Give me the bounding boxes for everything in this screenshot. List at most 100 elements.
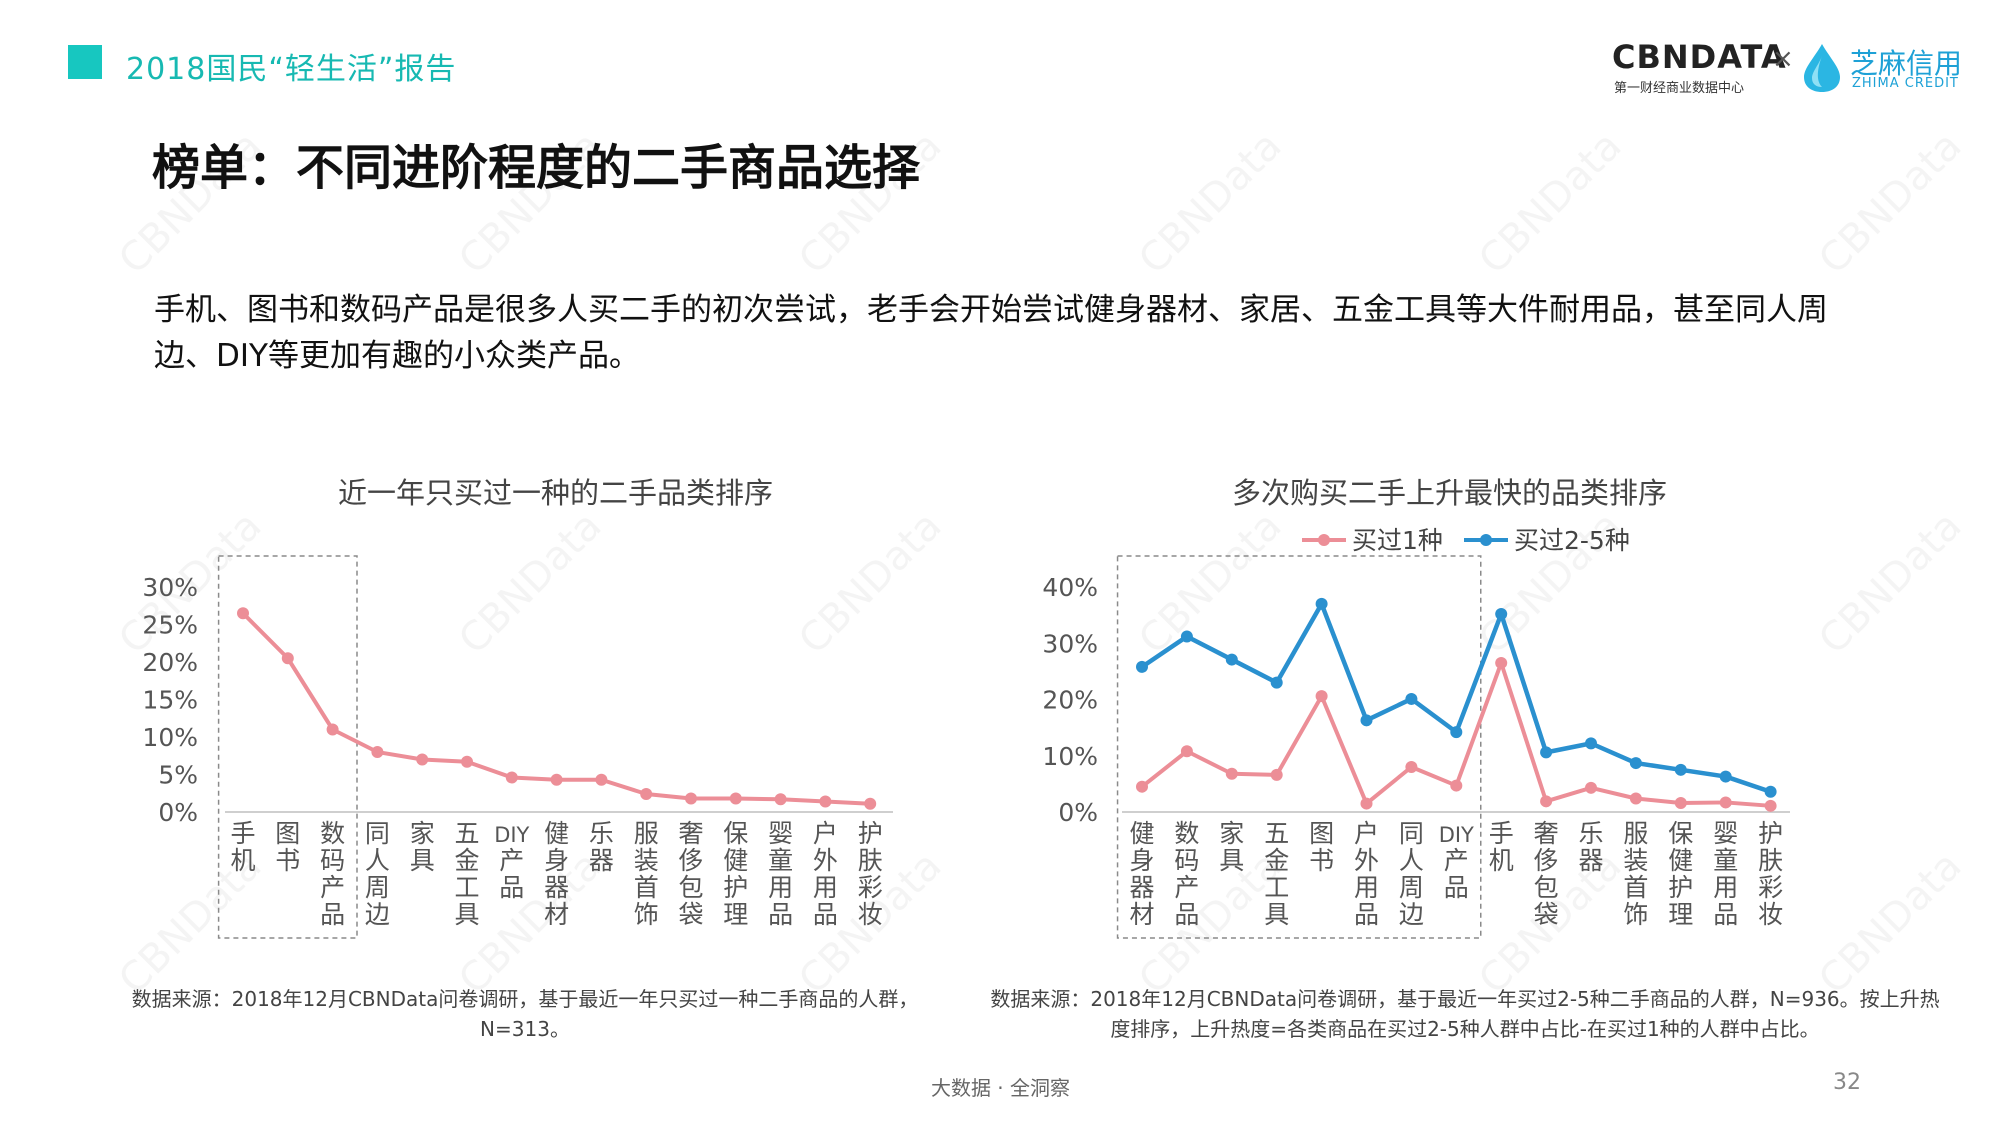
series-once-point [326, 723, 339, 736]
series-once-point [1629, 792, 1642, 805]
series-once-point [416, 753, 429, 766]
x-category-label: 服装首饰 [1623, 819, 1648, 929]
series-multi-point [1495, 608, 1508, 620]
series-once-point [1495, 656, 1508, 669]
zhima-credit-logo: 芝麻信用 [1850, 47, 1963, 80]
x-category-label: 图书 [275, 819, 300, 875]
x-category-label: 同人周边 [365, 819, 390, 929]
series-once-point [1674, 797, 1687, 809]
x-category-label: 婴童用品 [768, 819, 793, 929]
x-category-label: 家具 [410, 819, 435, 875]
x-category-label: 奢侈包袋 [1534, 819, 1559, 929]
series-once-point [505, 771, 518, 784]
legend-label: 买过1种 [1352, 526, 1443, 555]
series-once-point [640, 788, 653, 800]
series-multi-point [1674, 763, 1687, 776]
x-category-label: 户外用品 [813, 819, 838, 929]
series-once-point [1225, 767, 1238, 780]
x-category-label: 护肤彩妆 [858, 819, 883, 929]
series-once-point [864, 797, 877, 810]
x-category-label: 数码产品 [320, 819, 345, 929]
series-once-point [1719, 796, 1732, 809]
series-multi-point [1540, 746, 1553, 759]
highlight-box [217, 555, 358, 939]
series-once-point [371, 746, 384, 758]
right-chart-source: 数据来源：2018年12月CBNData问卷调研，基于最近一年买过2-5种二手商… [990, 987, 1940, 1041]
series-once-point [1136, 780, 1148, 793]
x-category-label: 护肤彩妆 [1758, 819, 1783, 929]
page-title: 榜单：不同进阶程度的二手商品选择 [152, 140, 921, 196]
footer-slogan: 大数据 · 全洞察 [930, 1076, 1071, 1100]
series-once-point [1450, 779, 1463, 792]
series-once-point [281, 652, 294, 665]
series-once-point [774, 793, 787, 806]
y-tick-label: 0% [158, 798, 198, 827]
legend-marker [1318, 534, 1330, 546]
y-tick-label: 20% [142, 648, 198, 677]
y-tick-label: 30% [142, 573, 198, 602]
x-category-label: 婴童用品 [1713, 819, 1738, 929]
series-multi-point [1764, 785, 1777, 798]
x-category-label: 手机 [230, 819, 255, 875]
y-tick-label: 30% [1042, 629, 1098, 658]
series-once-point [1585, 781, 1597, 794]
legend-marker [1480, 534, 1492, 546]
x-category-label: 服装首饰 [634, 819, 659, 929]
x-category-label: 数码产品 [1174, 819, 1199, 929]
x-category-label: 健身器材 [1129, 819, 1154, 929]
series-multi-point [1719, 770, 1732, 783]
y-tick-label: 40% [1042, 573, 1098, 602]
series-multi-point [1180, 630, 1193, 643]
series-multi-point [1315, 597, 1328, 610]
series-once-point [729, 792, 742, 805]
x-category-label: 五金工具 [1264, 819, 1289, 929]
series-multi-line [1140, 601, 1772, 794]
report-title: 2018国民“轻生活”报告 [126, 52, 457, 87]
x-category-label: 保健护理 [723, 819, 748, 929]
legend-label: 买过2-5种 [1514, 526, 1630, 555]
series-multi-point [1270, 676, 1283, 689]
series-once-point [1315, 690, 1328, 703]
page-number: 32 [1833, 1070, 1861, 1095]
zhima-credit-logo-subtitle: ZHIMA CREDIT [1852, 76, 1959, 91]
series-once-point [1180, 745, 1193, 758]
series-once-point [461, 755, 473, 768]
x-category-label: 户外用品 [1354, 819, 1379, 929]
highlight-box [1116, 555, 1482, 939]
left-chart-source: 数据来源：2018年12月CBNData问卷调研，基于最近一年只买过一种二手商品… [131, 987, 919, 1041]
x-category-label: 家具 [1219, 819, 1244, 875]
y-tick-label: 0% [1058, 798, 1098, 827]
series-multi-point [1629, 757, 1642, 770]
y-tick-label: 10% [142, 723, 198, 752]
x-category-label: 图书 [1309, 819, 1334, 875]
series-multi-point [1405, 692, 1418, 705]
series-multi-point [1225, 653, 1238, 666]
series-once-point [685, 792, 697, 805]
series-multi-point [1136, 660, 1148, 673]
series-once-point [550, 773, 563, 786]
zhima-drop-icon [1804, 44, 1840, 92]
x-category-label: DIY 产品 [1439, 823, 1474, 902]
y-tick-label: 10% [1042, 742, 1098, 771]
series-once-point [1270, 768, 1283, 781]
series-multi-point [1450, 726, 1463, 739]
cbndata-logo: CBNDATA [1612, 38, 1787, 76]
x-category-label: 手机 [1489, 819, 1514, 875]
series-once-point [1405, 761, 1418, 773]
x-category-label: 同人周边 [1399, 819, 1424, 929]
cbndata-logo-subtitle: 第一财经商业数据中心 [1614, 81, 1745, 96]
page-description: 手机、图书和数码产品是很多人买二手的初次尝试，老手会开始尝试健身器材、家居、五金… [154, 292, 1828, 374]
series-once-point [237, 607, 249, 620]
x-category-label: 健身器材 [544, 819, 569, 929]
y-tick-label: 20% [1042, 686, 1098, 715]
series-multi-point [1360, 714, 1373, 727]
left-chart-title: 近一年只买过一种的二手品类排序 [338, 476, 774, 510]
y-tick-label: 15% [142, 686, 198, 715]
series-once-point [819, 795, 832, 808]
y-tick-label: 25% [142, 611, 198, 640]
series-multi-point [1585, 737, 1597, 750]
x-category-label: 保健护理 [1668, 819, 1693, 929]
series-once-point [1540, 795, 1553, 808]
series-once-point [595, 773, 608, 786]
